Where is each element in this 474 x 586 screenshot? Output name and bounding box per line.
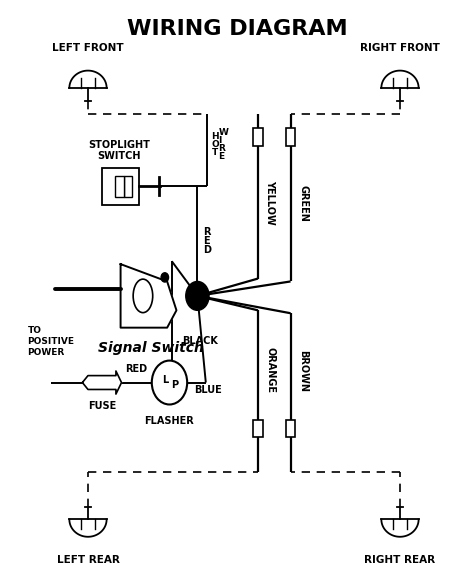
Text: STOPLIGHT
SWITCH: STOPLIGHT SWITCH [88,139,150,161]
FancyBboxPatch shape [124,176,132,196]
Polygon shape [120,264,176,328]
Circle shape [161,272,169,282]
Text: TO
POSITIVE
POWER: TO POSITIVE POWER [27,326,74,356]
Text: GREEN: GREEN [298,185,308,222]
Polygon shape [69,519,107,537]
FancyBboxPatch shape [116,176,124,196]
Polygon shape [82,371,121,394]
FancyBboxPatch shape [286,420,295,437]
Polygon shape [382,519,419,537]
Text: L: L [162,375,168,385]
Text: BLUE: BLUE [194,386,222,396]
Text: P: P [171,380,178,390]
Text: RIGHT FRONT: RIGHT FRONT [360,43,440,53]
Text: LEFT FRONT: LEFT FRONT [52,43,124,53]
Polygon shape [69,70,107,88]
Polygon shape [382,70,419,88]
Text: ORANGE: ORANGE [265,346,275,393]
Text: WIRING DIAGRAM: WIRING DIAGRAM [127,19,347,39]
Circle shape [152,360,187,404]
Text: Signal Switch: Signal Switch [98,341,204,355]
Text: YELLOW: YELLOW [265,180,275,224]
Text: RIGHT REAR: RIGHT REAR [365,556,436,565]
FancyBboxPatch shape [253,128,263,146]
Circle shape [186,281,209,311]
Text: LEFT REAR: LEFT REAR [56,556,119,565]
Text: RED: RED [126,364,148,374]
Ellipse shape [133,279,153,313]
Text: H
O
T: H O T [211,132,219,156]
Text: BLACK: BLACK [182,336,219,346]
FancyBboxPatch shape [102,168,139,205]
Text: FLASHER: FLASHER [145,416,194,426]
Text: BROWN: BROWN [298,350,308,392]
Text: FUSE: FUSE [88,401,116,411]
Text: W
I
R
E: W I R E [219,128,228,161]
FancyBboxPatch shape [253,420,263,437]
FancyBboxPatch shape [286,128,295,146]
Text: R
E
D: R E D [203,227,211,255]
